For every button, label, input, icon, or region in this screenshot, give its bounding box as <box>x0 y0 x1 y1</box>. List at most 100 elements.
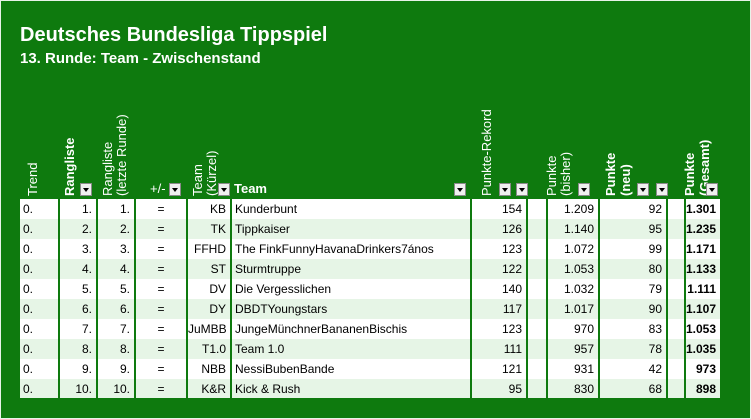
column-separator <box>186 359 188 379</box>
cell-punkte-rekord: 140 <box>501 282 522 296</box>
column-separator <box>58 239 60 259</box>
filter-dropdown-punkte-rekord[interactable] <box>499 183 511 196</box>
cell-punkte-neu: 92 <box>648 202 662 216</box>
cell-empty <box>668 379 684 399</box>
filter-dropdown-punkte-bisher[interactable] <box>578 183 590 196</box>
cell-punkte-rekord: 122 <box>501 262 522 276</box>
column-separator <box>58 279 60 299</box>
column-separator <box>58 319 60 339</box>
column-separator <box>470 239 472 259</box>
filter-dropdown-punkte-gesamt[interactable] <box>706 183 718 196</box>
column-separator <box>684 239 686 259</box>
column-separator <box>96 259 98 279</box>
cell-empty <box>528 339 546 359</box>
table-row: 0. 5. 5. = DV Die Vergesslichen 140 1.032 79 1.11… <box>20 279 720 299</box>
cell-trend: 0. <box>23 302 34 316</box>
cell-punkte-rekord: 95 <box>508 382 522 396</box>
cell-rank: 8. <box>81 342 92 356</box>
cell-punkte-bisher: 1.209 <box>563 202 594 216</box>
cell-last-rank: 7. <box>119 322 130 336</box>
cell-rank: 5. <box>81 282 92 296</box>
column-separator <box>186 339 188 359</box>
column-separator <box>684 199 686 219</box>
header-team-abbr-2: (Kürzel) <box>204 150 219 196</box>
cell-team: Kick & Rush <box>235 382 301 396</box>
cell-team-abbr: K&R <box>201 382 226 396</box>
cell-team: JungeMünchnerBananenBischis <box>235 322 408 336</box>
cell-team-abbr: KB <box>209 202 226 216</box>
cell-trend: 0. <box>23 282 34 296</box>
column-separator <box>526 239 528 259</box>
cell-last-rank: 10. <box>113 382 130 396</box>
column-separator <box>598 199 600 219</box>
cell-punkte-gesamt: 1.171 <box>686 242 717 256</box>
cell-punkte-neu: 78 <box>648 342 662 356</box>
column-separator <box>666 219 668 239</box>
column-separator <box>526 199 528 219</box>
cell-trend: 0. <box>23 362 34 376</box>
cell-team: NessiBubenBande <box>235 362 335 376</box>
column-separator <box>134 239 136 259</box>
column-separator <box>546 259 548 279</box>
cell-team: Die Vergesslichen <box>235 282 332 296</box>
cell-empty <box>668 239 684 259</box>
cell-team-abbr: JuMBB <box>188 322 227 336</box>
cell-punkte-neu: 79 <box>648 282 662 296</box>
cell-punkte-neu: 83 <box>648 322 662 336</box>
column-separator <box>666 239 668 259</box>
column-separator <box>470 299 472 319</box>
column-separator <box>230 379 232 399</box>
filter-dropdown-team[interactable] <box>454 183 466 196</box>
column-separator <box>598 279 600 299</box>
filter-dropdown-rangliste[interactable] <box>80 183 92 196</box>
column-separator <box>684 279 686 299</box>
cell-empty <box>528 279 546 299</box>
cell-empty <box>668 299 684 319</box>
cell-punkte-gesamt: 973 <box>695 362 716 376</box>
filter-dropdown-plusminus[interactable] <box>169 183 181 196</box>
cell-rank: 7. <box>81 322 92 336</box>
cell-last-rank: 1. <box>119 202 130 216</box>
column-separator <box>230 299 232 319</box>
cell-team-abbr: FFHD <box>194 242 226 256</box>
cell-empty <box>528 199 546 219</box>
column-separator <box>230 259 232 279</box>
filter-dropdown-team-abbr[interactable] <box>218 183 230 196</box>
header-team-abbr-1: Team <box>190 164 205 196</box>
column-separator <box>684 219 686 239</box>
column-separator <box>546 359 548 379</box>
cell-plusminus: = <box>157 242 165 256</box>
filter-dropdown-extra-1[interactable] <box>516 183 528 196</box>
column-separator <box>58 219 60 239</box>
table-row: 0. 9. 9. = NBB NessiBubenBande 121 931 42 973 <box>20 359 720 379</box>
cell-punkte-gesamt: 1.133 <box>686 262 717 276</box>
column-separator <box>230 339 232 359</box>
cell-team: Sturmtruppe <box>235 262 302 276</box>
header-rangliste-letzte-1: Rangliste <box>100 141 115 196</box>
column-separator <box>96 199 98 219</box>
column-separator <box>96 319 98 339</box>
column-separator <box>58 299 60 319</box>
filter-dropdown-punkte-neu[interactable] <box>637 183 649 196</box>
column-separator <box>598 379 600 399</box>
cell-punkte-rekord: 111 <box>503 342 522 356</box>
cell-team-abbr: DY <box>209 302 226 316</box>
column-separator <box>666 379 668 399</box>
filter-dropdown-extra-2[interactable] <box>656 183 668 196</box>
column-separator <box>470 379 472 399</box>
column-separator <box>186 259 188 279</box>
column-separator <box>598 259 600 279</box>
cell-trend: 0. <box>23 262 34 276</box>
column-separator <box>684 339 686 359</box>
table-row: 0. 4. 4. = ST Sturmtruppe 122 1.053 80 1.133 <box>20 259 720 279</box>
column-separator <box>666 339 668 359</box>
header-plusminus: +/- <box>150 181 166 196</box>
column-separator <box>58 359 60 379</box>
column-separator <box>526 219 528 239</box>
cell-punkte-gesamt: 1.235 <box>686 222 717 236</box>
cell-last-rank: 5. <box>119 282 130 296</box>
cell-trend: 0. <box>23 222 34 236</box>
cell-punkte-rekord: 123 <box>501 242 522 256</box>
cell-punkte-neu: 80 <box>648 262 662 276</box>
cell-punkte-bisher: 830 <box>573 382 594 396</box>
